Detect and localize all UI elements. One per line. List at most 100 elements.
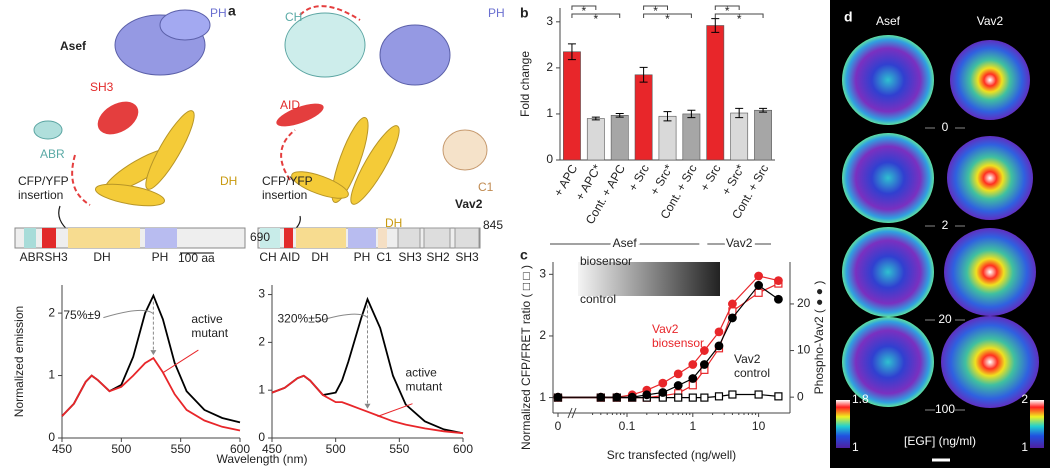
x-tick-label: 10 <box>752 419 766 433</box>
square-marker <box>754 288 763 297</box>
row-label: 2 <box>942 218 949 232</box>
circle-marker <box>714 327 724 337</box>
vav2-structure <box>276 5 488 233</box>
y-tick-label: 1 <box>546 106 553 120</box>
domain-map-label: SH3 <box>398 250 422 264</box>
change-annotation: 320%±50 <box>278 312 329 326</box>
bar <box>730 112 749 161</box>
circle-marker <box>699 360 709 369</box>
error-bar <box>639 66 648 83</box>
domain-map-label: CH <box>259 250 276 264</box>
significance-bracket <box>643 5 668 10</box>
domain-label: DH <box>385 216 402 230</box>
column-title: Asef <box>876 14 901 28</box>
colorbar <box>836 400 850 448</box>
circle-marker <box>774 276 783 286</box>
square-marker <box>714 392 724 401</box>
circle-marker <box>673 381 683 390</box>
group-label: Vav2 <box>726 236 753 250</box>
column-title: Vav2 <box>977 14 1004 28</box>
square-marker <box>700 393 709 402</box>
colorbar <box>1030 400 1044 448</box>
domain-map-vav2 <box>257 227 481 249</box>
domain-label: CH <box>285 10 302 24</box>
y-tick-label: 2 <box>48 305 55 319</box>
error-bar <box>687 109 696 119</box>
bar <box>563 51 581 161</box>
domain-map-label: PH <box>152 250 169 264</box>
bar <box>754 109 772 161</box>
domain-map-label: DH <box>311 250 328 264</box>
insertion-label: insertion <box>262 188 307 202</box>
circle-marker <box>612 392 622 402</box>
significance-bracket <box>643 13 692 18</box>
circle-marker <box>714 341 724 351</box>
y-tick-label: 0 <box>48 430 55 444</box>
domain-label: ABR <box>40 147 65 161</box>
domain-label: AID <box>280 98 300 112</box>
cell-image <box>944 228 1036 316</box>
inset-label: control <box>580 292 616 306</box>
x-axis-label: Src transfected (ng/well) <box>607 448 736 462</box>
error-bar <box>711 18 720 33</box>
series-label: Vav2 biosensor <box>652 322 704 350</box>
significance-label: * <box>653 4 658 18</box>
y-tick-label: 0 <box>258 430 265 444</box>
circle-marker <box>673 369 683 379</box>
colorbar-label: 1 <box>852 440 859 454</box>
circle-marker <box>658 378 668 388</box>
cell-image <box>842 133 934 223</box>
circle-marker <box>699 346 709 355</box>
y-tick-label: 1 <box>48 368 55 382</box>
row-label: 100 <box>935 402 955 416</box>
panel-label: b <box>520 5 529 21</box>
circle-marker <box>728 313 737 323</box>
domain-map-label: AID <box>280 250 300 264</box>
error-bar <box>567 43 576 61</box>
y-tick-label: 2 <box>539 328 546 342</box>
circle-marker <box>774 294 783 304</box>
y-tick-label: 3 <box>539 266 546 280</box>
colorbar-label: 1 <box>1021 440 1028 454</box>
domain-label: SH3 <box>90 80 114 94</box>
x-tick-label: 500 <box>111 442 131 456</box>
series-label: active mutant <box>191 312 228 340</box>
square-marker <box>674 393 683 402</box>
domain-label: DH <box>220 174 237 188</box>
circle-marker <box>658 388 668 397</box>
colorbar-label: 1.8 <box>852 392 869 406</box>
cell-image <box>947 136 1033 220</box>
circle-marker <box>728 299 737 309</box>
x-tick-label: 550 <box>389 442 409 456</box>
axis-break <box>567 407 577 419</box>
domain-label: PH <box>488 6 505 20</box>
y-axis-label: Normalized emission <box>12 306 26 417</box>
domain-map-label: ABR <box>20 250 45 264</box>
y-tick-label: 1 <box>258 382 265 396</box>
square-marker <box>754 390 763 399</box>
insertion-label: CFP/YFP <box>262 174 313 188</box>
y-tick-label: 0 <box>546 152 553 166</box>
panel-label: c <box>520 247 528 263</box>
significance-bracket <box>571 13 621 18</box>
length-label: 690 <box>250 230 270 244</box>
insertion-label: CFP/YFP <box>18 174 69 188</box>
y-tick-label: 2 <box>258 335 265 349</box>
y-tick-label: 1 <box>539 390 546 404</box>
annotation-curve <box>317 313 368 322</box>
bar <box>682 113 701 161</box>
y-tick-label: 3 <box>258 287 265 301</box>
x-tick-label: 550 <box>171 442 191 456</box>
circle-marker <box>688 374 698 383</box>
spectrum-line <box>61 356 241 432</box>
significance-label: * <box>665 12 670 26</box>
mutant-pointer <box>377 403 413 417</box>
cell-image <box>941 316 1039 408</box>
bar <box>634 74 653 161</box>
x-axis-label: Wavelength (nm) <box>217 452 308 466</box>
significance-label: * <box>593 12 598 26</box>
x-tick-label: 500 <box>326 442 346 456</box>
domain-map-label: C1 <box>376 250 392 264</box>
series-label: Vav2 control <box>734 352 770 380</box>
x-tick-label: 1 <box>689 419 696 433</box>
